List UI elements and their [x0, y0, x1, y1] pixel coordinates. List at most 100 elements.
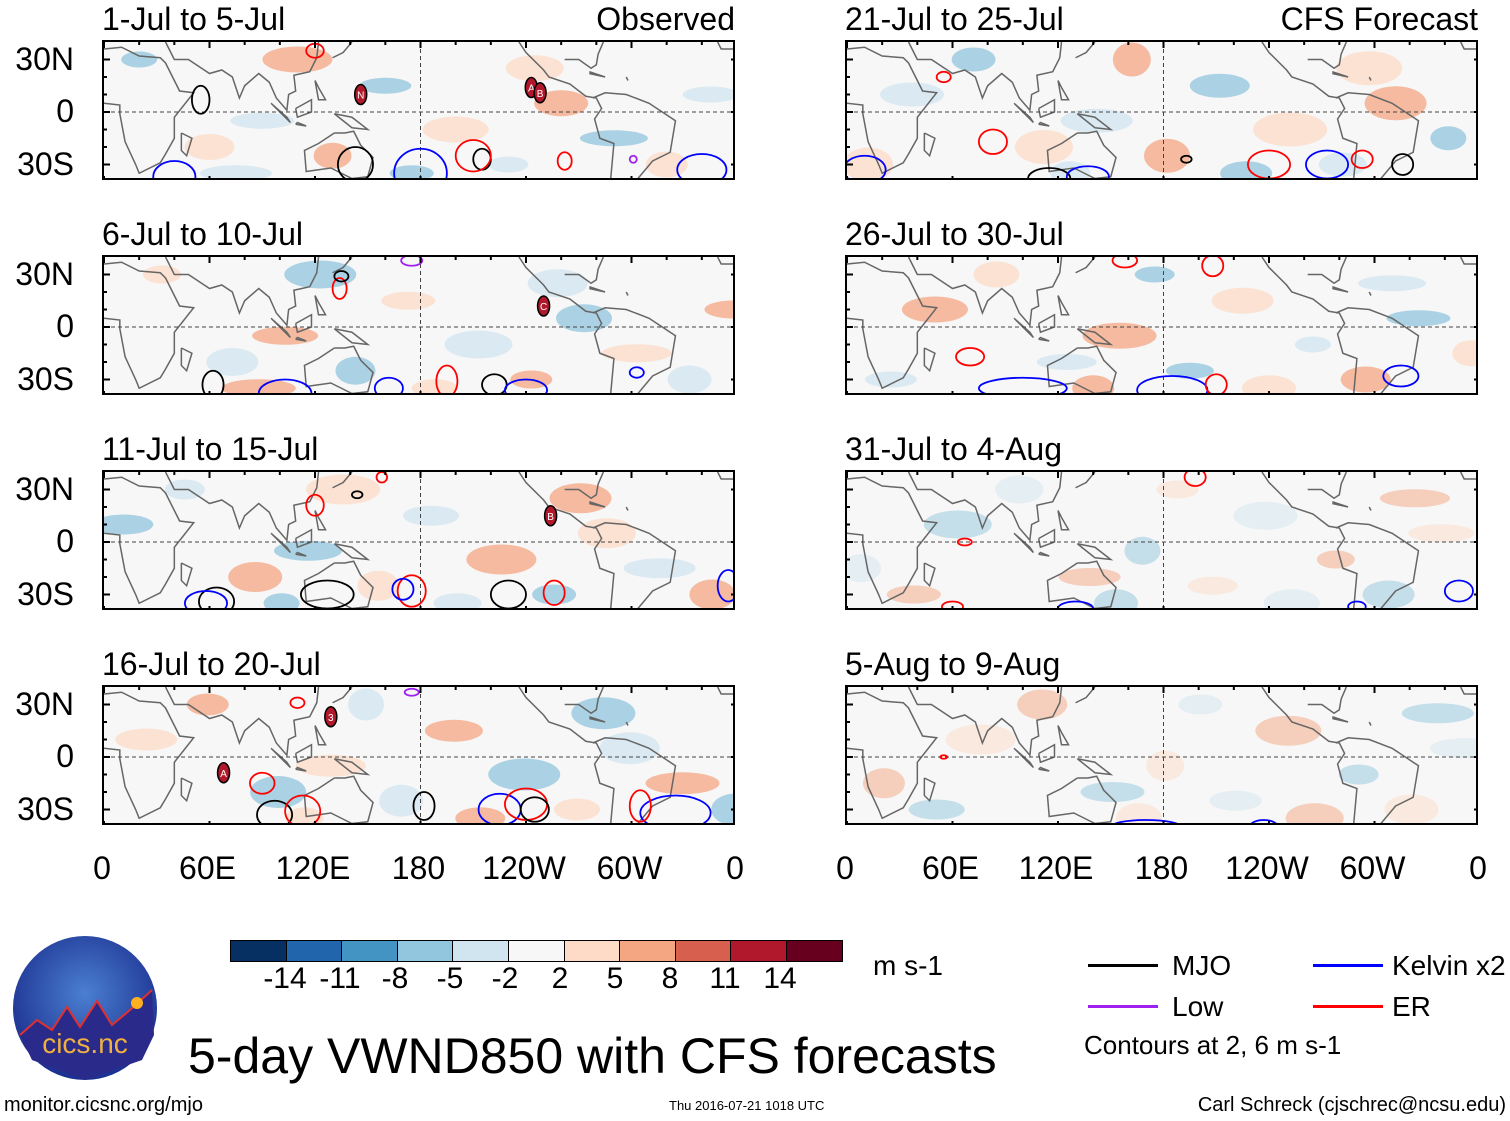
- wind-anomaly-shading: [1430, 738, 1476, 759]
- coastline: [1046, 775, 1117, 823]
- storm-marker: [353, 83, 368, 106]
- x-tick-label: 180: [1134, 850, 1189, 886]
- coastline: [1037, 743, 1056, 764]
- coastline: [270, 532, 292, 554]
- coastline: [1261, 687, 1358, 823]
- wind-anomaly-shading: [1255, 715, 1322, 746]
- coastline: [1335, 736, 1420, 823]
- author-credit: Carl Schreck (cjschrec@ncsu.edu): [1197, 1094, 1506, 1116]
- wind-anomaly-shading: [1082, 322, 1157, 349]
- coastline: [1459, 687, 1476, 695]
- contour-er: [956, 537, 973, 547]
- wind-anomaly-shading: [505, 55, 564, 82]
- wind-anomaly-shading: [359, 77, 412, 94]
- contour-er: [396, 574, 427, 608]
- contour-er: [1201, 257, 1225, 278]
- x-tick-label: 60E: [179, 850, 236, 886]
- wind-anomaly-shading: [1211, 287, 1274, 314]
- contour-mjo: [519, 796, 550, 823]
- coastline: [294, 98, 313, 119]
- panel-title: 31-Jul to 4-Aug: [845, 431, 1063, 467]
- legend-line-kelvin: [1313, 964, 1383, 967]
- coastline: [294, 528, 313, 549]
- coastline: [589, 286, 606, 293]
- wind-anomaly-shading: [357, 570, 400, 601]
- contour-kelvin: [1114, 819, 1178, 823]
- coastline: [180, 132, 193, 158]
- contour-er: [331, 277, 348, 300]
- map-panel: C: [102, 255, 735, 395]
- contour-er: [289, 696, 306, 709]
- wind-anomaly-shading: [313, 142, 352, 169]
- wind-anomaly-shading: [488, 156, 529, 173]
- contour-er: [284, 794, 322, 823]
- wind-anomaly-shading: [1014, 130, 1073, 164]
- coastline: [1075, 257, 1096, 274]
- wind-anomaly-shading: [335, 356, 376, 385]
- coastline: [847, 691, 939, 820]
- wind-anomaly-shading: [411, 379, 458, 393]
- coastline: [1261, 472, 1358, 608]
- coastline: [1307, 472, 1348, 500]
- coastline: [1368, 291, 1372, 296]
- coastline: [1037, 313, 1056, 334]
- legend-line-er: [1313, 1005, 1383, 1008]
- wind-anomaly-shading: [579, 130, 648, 147]
- panel-title: 26-Jul to 30-Jul: [845, 216, 1064, 252]
- contour-er: [249, 771, 276, 795]
- wind-anomaly-shading: [995, 475, 1044, 504]
- y-tick-label: 30S: [17, 576, 74, 612]
- legend-line-low: [1088, 1005, 1158, 1008]
- wind-anomaly-shading: [682, 86, 733, 103]
- coastline: [1368, 506, 1372, 511]
- storm-label: C: [540, 302, 547, 313]
- colorbar-swatch: [231, 941, 287, 961]
- storm-marker: [536, 295, 551, 317]
- coastline: [589, 716, 606, 723]
- wind-anomaly-shading: [1189, 73, 1250, 98]
- coastline: [104, 261, 196, 390]
- coastline: [716, 472, 733, 480]
- contour-er: [955, 347, 986, 367]
- contour-kelvin: [373, 376, 404, 393]
- coastline: [592, 521, 677, 608]
- wind-anomaly-shading: [623, 558, 696, 579]
- legend-line-mjo: [1088, 964, 1158, 967]
- colorbar-swatch: [508, 941, 565, 961]
- wind-anomaly-shading: [601, 344, 672, 363]
- panel-title: 11-Jul to 15-Jul: [102, 431, 319, 467]
- coastline: [1057, 80, 1070, 101]
- colorbar-swatch: [620, 941, 676, 961]
- wind-anomaly-shading: [389, 165, 434, 178]
- colorbar-swatch: [342, 941, 398, 961]
- contour-kelvin: [977, 376, 1068, 393]
- wind-anomaly-shading: [549, 483, 612, 514]
- wind-anomaly-shading: [847, 554, 882, 583]
- coastline: [564, 687, 605, 715]
- contour-er: [503, 787, 548, 821]
- wind-anomaly-shading: [221, 379, 296, 393]
- contour-er: [305, 493, 325, 517]
- wind-anomaly-shading: [1220, 161, 1273, 178]
- storm-marker: [543, 505, 558, 527]
- coastline: [333, 543, 371, 561]
- wind-anomaly-shading: [886, 585, 941, 604]
- coastline: [1037, 98, 1056, 119]
- wind-anomaly-shading: [1178, 694, 1223, 715]
- wind-anomaly-shading: [1316, 550, 1355, 569]
- map-panel: B: [102, 470, 735, 610]
- contour-mjo: [481, 373, 508, 393]
- wind-anomaly-shading: [424, 719, 483, 742]
- coastline: [625, 721, 629, 726]
- source-url[interactable]: monitor.cicsnc.org/mjo: [4, 1094, 203, 1116]
- contour-mjo: [256, 799, 294, 823]
- coastline: [104, 476, 196, 605]
- map-panel: [845, 685, 1478, 825]
- contour-er: [977, 128, 1008, 155]
- x-tick-label: 60W: [596, 850, 663, 886]
- contour-kelvin: [393, 147, 448, 178]
- storm-label: N: [357, 91, 364, 102]
- coastline: [1307, 257, 1348, 285]
- y-tick-label: 30N: [15, 41, 74, 77]
